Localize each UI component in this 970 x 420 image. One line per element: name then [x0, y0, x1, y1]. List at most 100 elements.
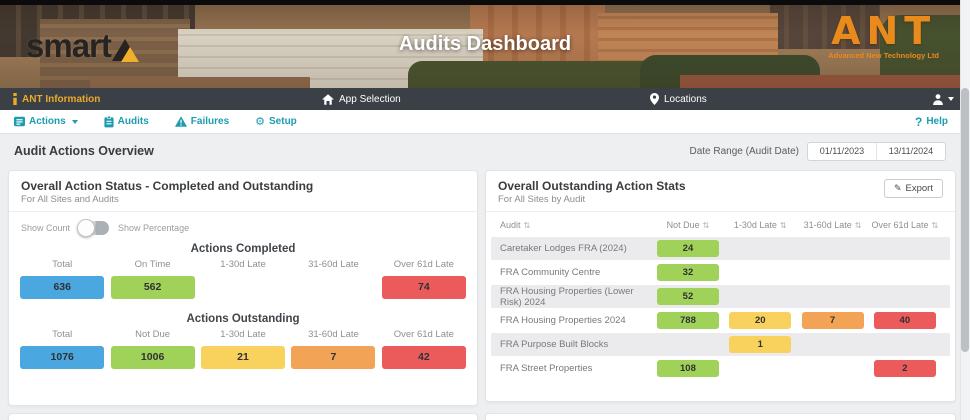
cell-value: 20	[729, 312, 792, 329]
gear-icon: ⚙	[255, 115, 266, 128]
menu-actions[interactable]: Actions	[14, 116, 78, 127]
question-mark-icon: ?	[914, 114, 923, 129]
date-range-label: Date Range (Audit Date)	[689, 145, 799, 157]
cell-value	[796, 264, 868, 281]
stat-value: 562	[110, 276, 195, 299]
nav-label: ANT Information	[22, 93, 101, 105]
main-navbar: ANT Information App Selection Locations	[0, 88, 970, 110]
date-from-input[interactable]	[808, 142, 876, 160]
cell-value: 2	[873, 360, 936, 377]
cell-value: 108	[656, 360, 719, 377]
stat-value: 42	[381, 346, 466, 369]
audit-name: FRA Street Properties	[500, 363, 593, 374]
toggle-label-show-count: Show Count	[21, 223, 71, 233]
cell-value	[796, 240, 868, 257]
stat-not-due: Not Due 1006	[107, 329, 197, 369]
column-header-over-61d-late[interactable]: Over 61d Late ⇅	[871, 220, 939, 230]
stat-31-60d-late: 31-60d Late	[288, 259, 378, 299]
cell-value	[869, 264, 941, 281]
menu-label: Failures	[190, 116, 230, 127]
menu-failures[interactable]: Failures	[174, 116, 230, 127]
completed-stats-row: Total 636 On Time 562 1-30d Late 31-60d …	[9, 255, 477, 299]
photo-rooftops	[90, 77, 310, 88]
bottom-left-panel	[8, 413, 478, 420]
cell-value	[796, 288, 868, 305]
sort-icon: ⇅	[854, 220, 862, 230]
stat-value: 636	[20, 276, 105, 299]
actions-icon	[14, 116, 25, 127]
menu-label: Setup	[269, 116, 297, 127]
stat-total: Total 1076	[17, 329, 107, 369]
date-range-control	[807, 141, 946, 161]
panel-title: Overall Outstanding Action Stats	[498, 179, 686, 193]
scrollbar-thumb[interactable]	[961, 88, 969, 352]
photo-rooftops	[680, 75, 970, 88]
cell-value: 7	[801, 312, 864, 329]
stat-value	[198, 276, 288, 299]
menu-setup[interactable]: ⚙ Setup	[255, 116, 297, 127]
stat-31-60d-late: 31-60d Late 7	[288, 329, 378, 369]
table-row: FRA Housing Properties 2024 788 20 7 40	[491, 309, 950, 332]
nav-item-locations[interactable]: Locations	[650, 88, 707, 110]
stat-1-30d-late: 1-30d Late 21	[198, 329, 288, 369]
bottom-panels-row	[0, 413, 970, 420]
count-percentage-toggle[interactable]	[77, 219, 110, 237]
overview-bar: Audit Actions Overview Date Range (Audit…	[0, 134, 970, 168]
stat-on-time: On Time 562	[107, 259, 197, 299]
cell-value	[796, 336, 868, 353]
page-title: Audits Dashboard	[398, 33, 572, 55]
nav-item-app-selection[interactable]: App Selection	[322, 88, 401, 110]
stat-over-61d-late: Over 61d Late 42	[379, 329, 469, 369]
column-header-1-30d-late[interactable]: 1-30d Late ⇅	[733, 220, 787, 230]
audit-name: FRA Purpose Built Blocks	[500, 339, 609, 350]
header-photo: smart Audits Dashboard ANT Advanced New …	[0, 5, 970, 88]
panel-subtitle: For All Sites by Audit	[498, 194, 586, 205]
scrollbar-track[interactable]	[960, 0, 970, 420]
window-top-strip	[0, 0, 970, 5]
cell-value: 24	[656, 240, 719, 257]
smarta-triangle-icon	[111, 39, 139, 62]
export-label: Export	[905, 183, 933, 194]
ant-tagline: Advanced New Technology Ltd	[828, 50, 939, 60]
menu-label: Audits	[117, 116, 149, 127]
home-icon	[322, 93, 334, 105]
outstanding-action-stats-panel: Overall Outstanding Action Stats For All…	[485, 170, 956, 402]
table-row: FRA Housing Properties (Lower Risk) 2024…	[491, 285, 950, 308]
table-row: FRA Purpose Built Blocks 1	[491, 333, 950, 356]
user-menu[interactable]	[932, 88, 954, 110]
cell-value	[796, 360, 868, 377]
chevron-down-icon	[948, 97, 954, 101]
menu-audits[interactable]: Audits	[104, 115, 149, 128]
export-icon: ✎	[893, 183, 902, 194]
help-button[interactable]: ? Help	[915, 115, 948, 129]
smarta-logo-text: smart	[26, 27, 112, 64]
stat-value: 74	[381, 276, 466, 299]
nav-item-ant-information[interactable]: ANT Information	[13, 88, 100, 110]
smarta-logo: smart	[26, 27, 139, 64]
overall-action-status-panel: Overall Action Status - Completed and Ou…	[8, 170, 478, 406]
column-header-not-due[interactable]: Not Due ⇅	[666, 220, 710, 230]
photo-trees	[408, 61, 658, 88]
sort-icon: ⇅	[523, 220, 531, 230]
column-header-31-60d-late[interactable]: 31-60d Late ⇅	[803, 220, 862, 230]
sort-icon: ⇅	[779, 220, 787, 230]
date-to-input[interactable]	[877, 142, 945, 160]
panel-title: Overall Action Status - Completed and Ou…	[21, 179, 314, 193]
cell-value	[724, 288, 796, 305]
warning-triangle-icon	[174, 116, 187, 127]
stat-1-30d-late: 1-30d Late	[198, 259, 288, 299]
outstanding-stats-row: Total 1076 Not Due 1006 1-30d Late 21 31…	[9, 325, 477, 369]
audit-name: FRA Community Centre	[500, 267, 601, 278]
export-button[interactable]: ✎ Export	[883, 179, 943, 198]
audit-name: FRA Housing Properties (Lower Risk) 2024	[500, 285, 634, 308]
stat-value: 7	[291, 346, 376, 369]
sort-icon: ⇅	[931, 220, 939, 230]
column-header-audit[interactable]: Audit ⇅	[500, 220, 531, 230]
audit-name: Caretaker Lodges FRA (2024)	[500, 243, 627, 254]
date-divider	[876, 142, 877, 160]
table-row: Caretaker Lodges FRA (2024) 24	[491, 237, 950, 260]
menu-label: Actions	[29, 116, 66, 127]
cell-value	[724, 240, 796, 257]
photo-shade	[0, 5, 970, 88]
